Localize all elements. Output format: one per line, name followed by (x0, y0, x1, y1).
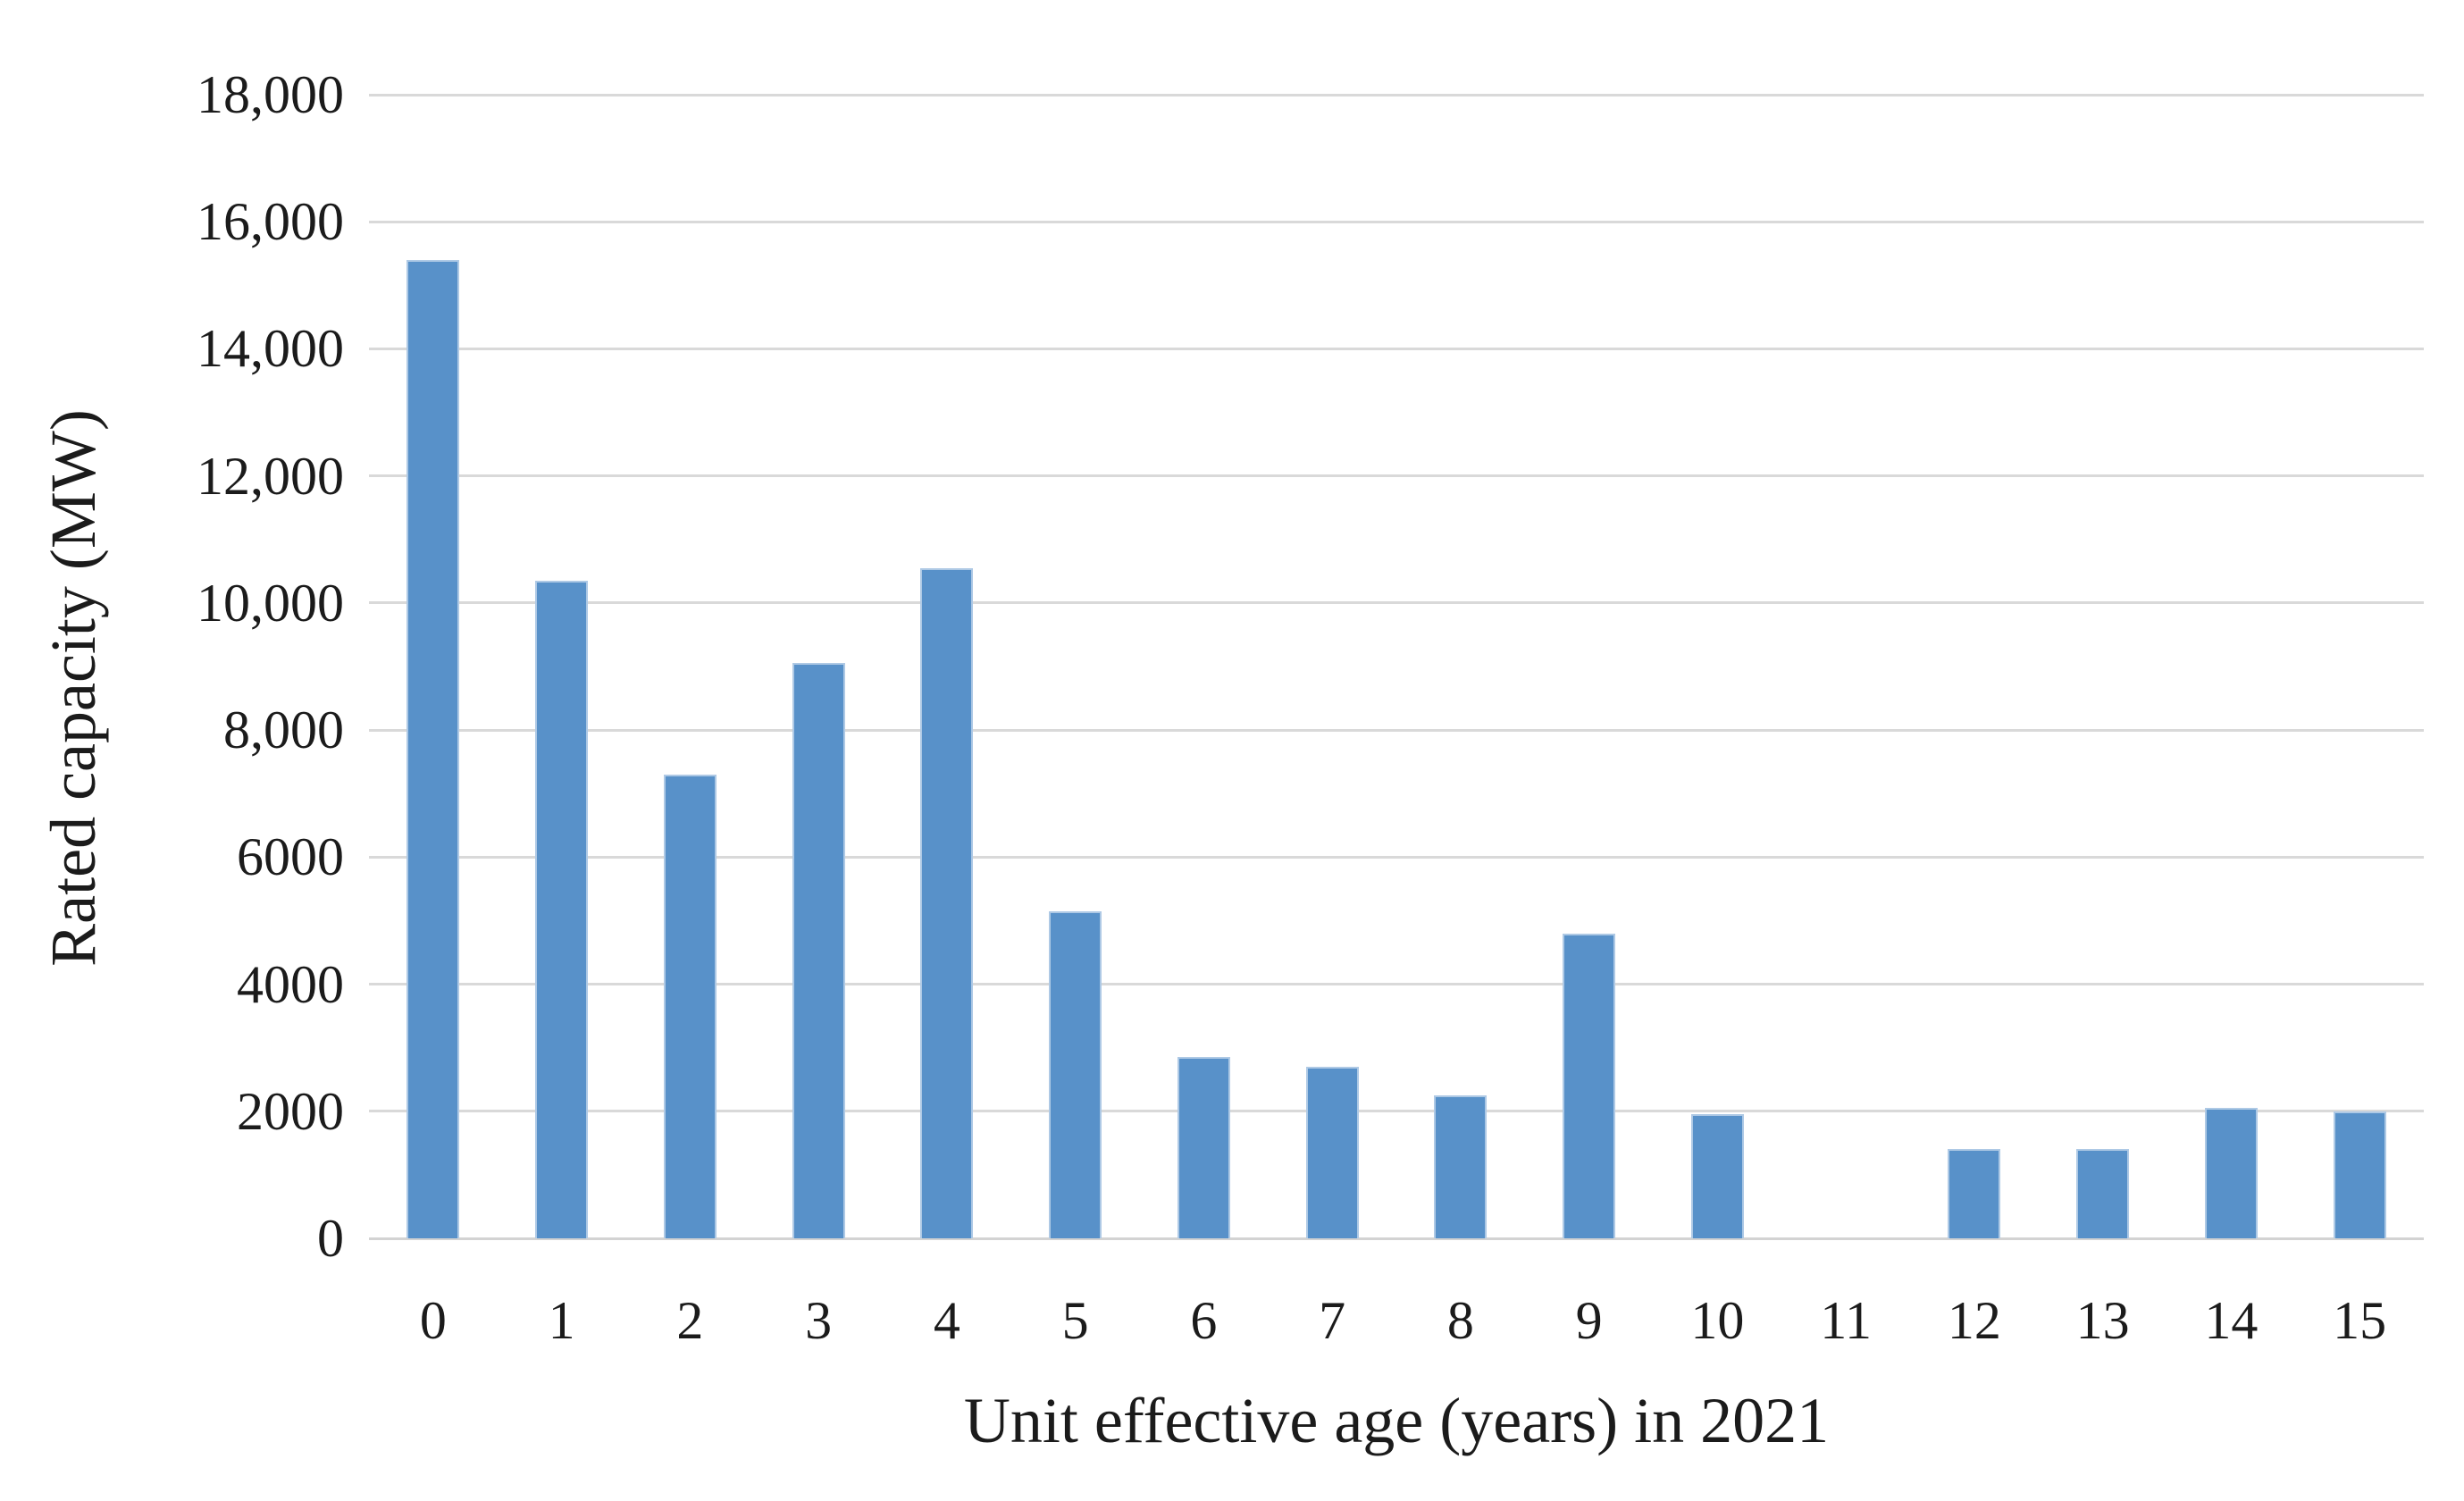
bar-age-10 (1690, 1114, 1744, 1238)
bar-age-12 (1948, 1149, 2001, 1238)
bar-age-14 (2204, 1108, 2258, 1238)
gridline (369, 728, 2424, 732)
bar-age-13 (2076, 1149, 2130, 1238)
y-tick-label: 12,000 (197, 446, 344, 506)
gridline (369, 220, 2424, 223)
gridline (369, 474, 2424, 478)
y-tick-label: 0 (317, 1209, 344, 1268)
gridline (369, 1110, 2424, 1113)
bar-age-7 (1305, 1067, 1359, 1238)
x-tick-label: 9 (1575, 1291, 1603, 1350)
x-tick-label: 2 (676, 1291, 704, 1350)
bar-age-3 (792, 663, 845, 1238)
x-tick-label: 1 (548, 1291, 575, 1350)
x-axis-title: Unit effective age (years) in 2021 (963, 1385, 1830, 1456)
bar-age-4 (920, 567, 974, 1238)
gridline (369, 93, 2424, 96)
y-tick-label: 2000 (237, 1081, 344, 1141)
plot-area (369, 93, 2424, 1240)
x-tick-label: 12 (1947, 1291, 2001, 1350)
bar-age-1 (535, 581, 589, 1238)
x-tick-label: 3 (805, 1291, 833, 1350)
x-tick-label: 6 (1190, 1291, 1218, 1350)
y-tick-label: 4000 (237, 954, 344, 1014)
y-tick-label: 6000 (237, 827, 344, 887)
gridline (369, 855, 2424, 859)
y-tick-label: 8,000 (223, 700, 344, 760)
y-tick-label: 14,000 (197, 319, 344, 379)
bar-age-9 (1563, 933, 1616, 1238)
x-tick-label: 7 (1319, 1291, 1346, 1350)
x-tick-label: 4 (933, 1291, 960, 1350)
x-tick-label: 5 (1061, 1291, 1089, 1350)
bar-age-6 (1177, 1057, 1230, 1238)
x-tick-label: 13 (2075, 1291, 2130, 1350)
x-tick-label: 11 (1820, 1291, 1873, 1350)
x-axis-line (369, 1237, 2424, 1240)
bar-age-2 (663, 774, 717, 1238)
y-tick-label: 10,000 (197, 573, 344, 633)
y-tick-label: 16,000 (197, 192, 344, 252)
x-tick-label: 14 (2204, 1291, 2259, 1350)
gridline (369, 601, 2424, 605)
gridline (369, 347, 2424, 350)
bar-age-5 (1049, 910, 1102, 1238)
bar-age-15 (2333, 1111, 2386, 1238)
bar-age-0 (406, 259, 460, 1238)
x-tick-label: 8 (1446, 1291, 1474, 1350)
x-tick-label: 0 (419, 1291, 447, 1350)
x-tick-label: 15 (2333, 1291, 2387, 1350)
bar-age-8 (1434, 1095, 1488, 1238)
y-tick-label: 18,000 (197, 65, 344, 124)
x-tick-label: 10 (1690, 1291, 1745, 1350)
gridline (369, 983, 2424, 986)
